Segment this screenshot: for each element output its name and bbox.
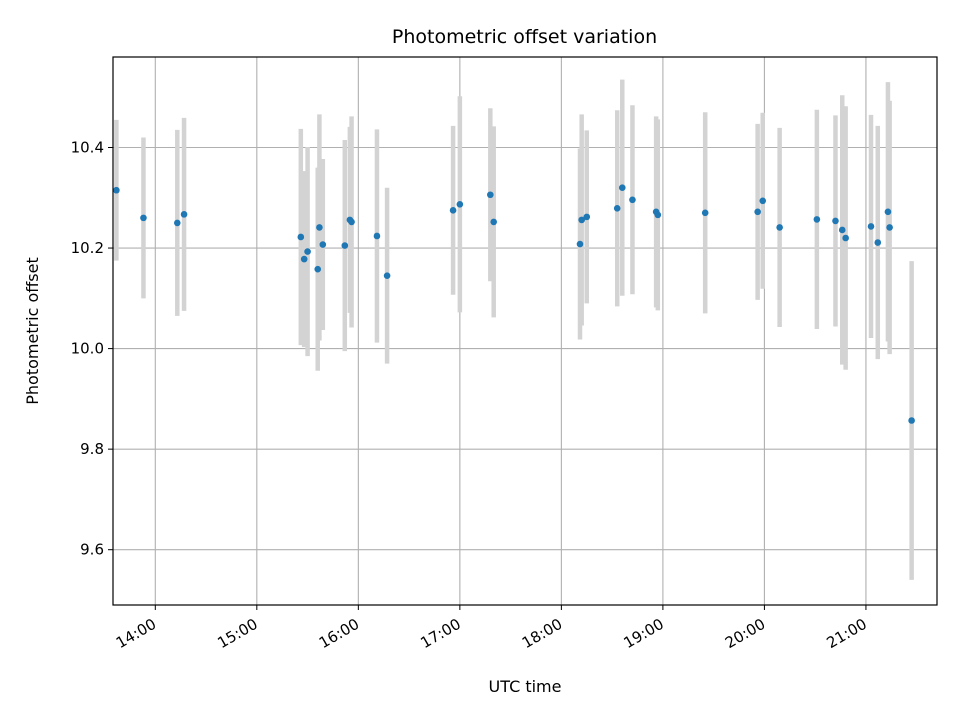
data-point [576,240,584,248]
data-point [578,216,585,224]
data-point [304,248,311,255]
grid-lines [113,57,937,605]
y-axis-ticks: 9.6 9.8 10.0 10.2 10.4 [71,138,113,559]
data-point [316,224,323,231]
data-point [319,241,327,248]
data-point [886,224,893,231]
data-point [874,239,882,246]
y-tick-label: 10.0 [71,340,104,358]
data-point [341,242,349,249]
data-point [613,205,621,212]
data-point [754,208,761,216]
data-point [487,191,494,199]
x-axis-label: UTC time [489,677,562,696]
y-tick-label: 9.6 [80,541,104,559]
data-point [113,186,120,194]
y-tick-label: 10.4 [71,138,104,156]
y-axis-label: Photometric offset [23,257,42,405]
y-tick-label: 10.2 [71,239,104,257]
chart-title: Photometric offset variation [392,26,657,48]
data-point [348,218,355,226]
data-point [373,232,381,240]
data-point [583,213,591,221]
data-point [813,216,821,223]
y-tick-label: 9.8 [80,440,104,458]
data-point [832,217,839,225]
data-point [300,255,308,263]
data-point [629,196,636,204]
data-point [654,211,662,219]
data-point [140,214,147,222]
data-point [842,234,849,242]
plot-marks [113,79,915,580]
data-point [776,224,783,231]
data-point [456,201,464,208]
data-point [867,223,875,230]
data-point [908,417,915,424]
data-point [297,233,305,241]
data-point [759,197,767,205]
data-point [884,208,892,216]
plot-frame [112,56,938,606]
data-point [383,272,391,279]
data-point [449,207,457,214]
data-point [180,211,188,218]
data-point [173,219,181,227]
data-point [314,265,322,273]
data-point [490,218,497,226]
data-point [618,184,626,192]
data-point [701,209,709,217]
data-point [838,226,846,234]
